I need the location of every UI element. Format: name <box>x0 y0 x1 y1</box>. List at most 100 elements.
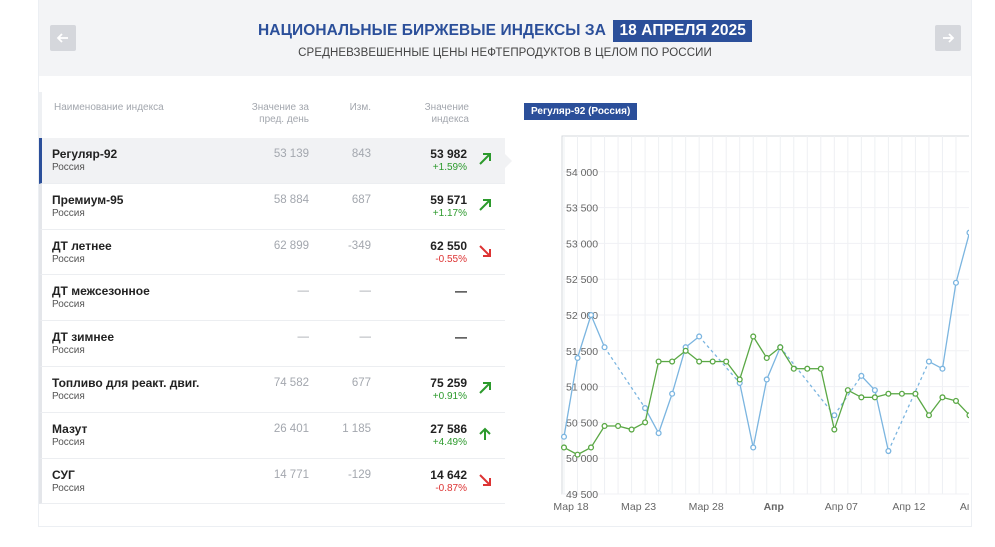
row-value: 59 571 <box>430 192 467 207</box>
data-point <box>831 412 838 419</box>
row-value: — <box>455 330 467 345</box>
y-tick-label: 50 500 <box>566 417 598 429</box>
data-point <box>750 444 757 451</box>
table-row[interactable]: Премиум-95 Россия 58 884 687 59 571 +1.17… <box>39 183 505 230</box>
table-row[interactable]: ДТ зимнее Россия — — — <box>39 321 505 367</box>
x-tick-label: Мар 28 <box>689 501 724 513</box>
table-row[interactable]: Топливо для реакт. двиг. Россия 74 582 6… <box>39 366 505 413</box>
series-segment <box>752 379 768 448</box>
row-value: 14 642 <box>430 467 467 482</box>
indices-card: НАЦИОНАЛЬНЫЕ БИРЖЕВЫЕ ИНДЕКСЫ ЗА 18 АПРЕ… <box>38 0 972 527</box>
table-row[interactable]: СУГ Россия 14 771 -129 14 642 -0.87% <box>39 458 505 505</box>
data-point <box>871 394 878 401</box>
y-tick-label: 53 000 <box>566 238 598 250</box>
series-segment <box>644 361 660 423</box>
data-point <box>669 390 676 397</box>
row-value: 75 259 <box>430 375 467 390</box>
row-name: Топливо для реакт. двиг. <box>52 375 200 390</box>
series-segment <box>874 390 890 452</box>
series-segment <box>820 368 835 430</box>
data-point <box>723 358 730 365</box>
y-tick-label: 50 000 <box>566 453 598 465</box>
data-point <box>642 419 649 426</box>
x-tick-label: Апр <box>764 501 784 513</box>
data-point <box>858 372 865 379</box>
row-change: 687 <box>351 193 371 206</box>
series-segment <box>914 393 930 416</box>
row-prev-value: — <box>297 331 310 344</box>
page-title: НАЦИОНАЛЬНЫЕ БИРЖЕВЫЕ ИНДЕКСЫ ЗА 18 АПРЕ… <box>39 20 971 42</box>
x-tick-label: Апр 07 <box>825 501 858 513</box>
row-name: ДТ летнее <box>52 238 112 253</box>
y-tick-label: 51 500 <box>566 346 598 358</box>
row-name: ДТ зимнее <box>52 330 115 345</box>
chart-series-tag: Регуляр-92 (Россия) <box>524 103 638 120</box>
title-date-badge[interactable]: 18 АПРЕЛЯ 2025 <box>613 20 753 42</box>
series-segment <box>671 347 687 394</box>
row-prev-value: 53 139 <box>273 148 309 160</box>
row-region: Россия <box>52 253 85 265</box>
data-point <box>601 344 608 351</box>
y-tick-label: 54 000 <box>566 167 598 179</box>
row-change: 843 <box>351 148 371 160</box>
row-change: — <box>359 285 372 298</box>
row-prev-value: 74 582 <box>273 376 309 389</box>
series-segment <box>955 400 969 416</box>
data-point <box>966 412 969 419</box>
prev-day-button[interactable] <box>50 25 76 51</box>
column-header-value: Значение индекса <box>424 102 469 125</box>
row-region: Россия <box>52 436 85 448</box>
data-point <box>844 387 851 394</box>
data-point <box>817 365 824 372</box>
row-region: Россия <box>52 482 85 494</box>
data-point <box>952 397 960 404</box>
indices-table: Наименование индекса Значение за пред. д… <box>39 92 505 505</box>
table-row[interactable]: ДТ летнее Россия 62 899 -349 62 550 -0.55… <box>39 229 505 276</box>
data-point <box>560 444 568 451</box>
row-value: — <box>455 284 467 299</box>
series-segment <box>928 396 943 416</box>
arrow-right-icon <box>943 33 955 43</box>
data-point <box>939 365 946 372</box>
row-value: 53 982 <box>430 147 467 161</box>
data-point <box>655 430 662 437</box>
data-point <box>763 354 770 362</box>
series-segment <box>779 346 835 416</box>
row-name: Мазут <box>52 421 88 436</box>
series-segment <box>955 232 969 283</box>
data-point <box>871 387 878 394</box>
data-point <box>696 333 703 340</box>
data-point <box>709 358 716 365</box>
series-segment <box>766 346 781 380</box>
arrow-left-icon <box>56 33 68 43</box>
table-row[interactable]: ДТ межсезонное Россия — — — <box>39 275 505 322</box>
column-header-prev: Значение за пред. день <box>251 102 309 125</box>
row-region: Россия <box>52 207 85 219</box>
next-day-button[interactable] <box>935 25 961 51</box>
arrow-up-right-icon <box>479 153 491 165</box>
data-point <box>560 433 568 440</box>
series-segment <box>698 336 741 384</box>
table-row[interactable]: Мазут Россия 26 401 1 185 27 586 +4.49% <box>39 412 505 459</box>
data-point <box>669 358 676 365</box>
row-name: Регуляр-92 <box>52 147 118 161</box>
page-subtitle: СРЕДНЕВЗВЕШЕННЫЕ ЦЕНЫ НЕФТЕПРОДУКТОВ В Ц… <box>298 47 712 59</box>
row-region: Россия <box>52 390 85 402</box>
series-segment <box>739 336 754 380</box>
data-point <box>736 376 743 383</box>
row-percent: -0.55% <box>435 253 467 265</box>
series-segment <box>860 375 876 391</box>
row-percent: +4.49% <box>432 436 467 448</box>
y-tick-label: 52 500 <box>566 274 598 286</box>
data-point <box>587 444 595 451</box>
row-percent: +1.17% <box>432 207 467 219</box>
data-point <box>966 229 969 236</box>
row-name: ДТ межсезонное <box>52 284 150 299</box>
row-change: -349 <box>347 239 371 252</box>
data-point <box>898 390 905 397</box>
y-tick-label: 53 500 <box>566 203 598 215</box>
row-percent: +0.91% <box>432 390 467 402</box>
table-row[interactable]: Регуляр-92 Россия 53 139 843 53 982 +1.59… <box>39 138 505 184</box>
row-prev-value: 58 884 <box>273 193 309 206</box>
